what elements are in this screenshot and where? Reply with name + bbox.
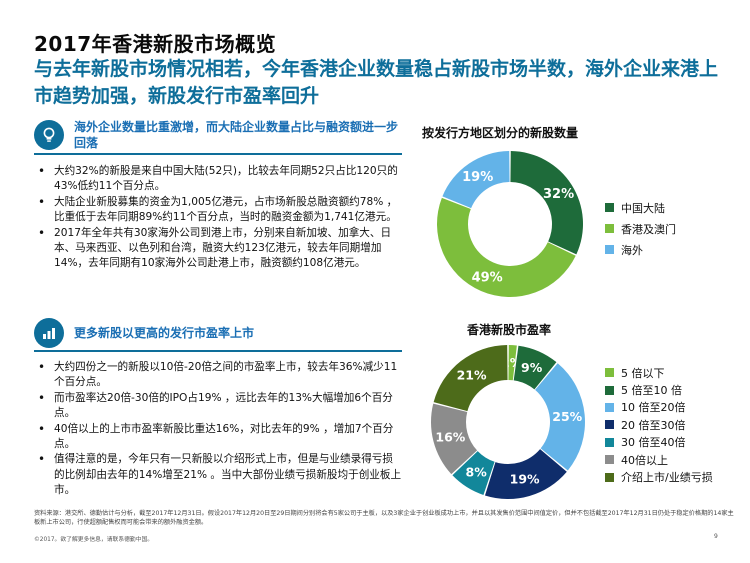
donut-slice xyxy=(510,151,583,255)
lightbulb-icon xyxy=(34,120,64,150)
legend-label: 香港及澳门 xyxy=(621,222,676,236)
list-item: 而市盈率达20倍-30倍的IPO占19% ，远比去年的13%大幅增加6个百分点。 xyxy=(34,391,402,422)
list-item: 大约32%的新股是来自中国大陆(52只)，比较去年同期52只占比120只的43%… xyxy=(34,164,402,195)
bar-chart-icon xyxy=(34,318,64,348)
list-item: 40倍以上的上市市盈率新股比重达16%，对比去年的9% ，增加7个百分点。 xyxy=(34,422,402,453)
donut-slice xyxy=(535,363,585,471)
legend-item: 10 倍至20倍 xyxy=(605,399,713,416)
legend-swatch xyxy=(605,368,614,378)
legend-swatch xyxy=(605,224,614,233)
legend-item: 介绍上市/业绩亏损 xyxy=(605,468,713,485)
section2-heading: 更多新股以更高的发行市盈率上市 xyxy=(74,326,255,340)
chart2-donut: 2%9%25%19%8%16%21% xyxy=(431,345,585,499)
page-number: 9 xyxy=(714,533,718,540)
donut-slice xyxy=(513,345,557,390)
list-item: 值得注意的是，今年只有一只新股以介绍形式上市，但是与业绩录得亏损的比例却由去年的… xyxy=(34,452,402,498)
copyright-note: ©2017。欲了解更多信息，请联系德勤中国。 xyxy=(34,537,154,543)
source-note: 资料来源：港交所、德勤估计与分析，截至2017年12月31日。假设2017年12… xyxy=(34,510,734,526)
legend-swatch xyxy=(605,437,614,447)
legend-item: 中国大陆 xyxy=(605,197,676,218)
section2-bullet-list: 大约四份之一的新股以10倍-20倍之间的市盈率上市，较去年36%减少11个百分点… xyxy=(34,360,402,499)
data-label: 8% xyxy=(466,465,488,480)
section2-header: 更多新股以更高的发行市盈率上市 xyxy=(34,316,402,350)
list-item: 大陆企业新股募集的资金为1,005亿港元，占市场新股总融资额约78% ，比重低于… xyxy=(34,195,402,226)
chart1-donut: 32% 49% 19% xyxy=(437,151,583,297)
legend-item: 香港及澳门 xyxy=(605,218,676,239)
data-label: 16% xyxy=(435,429,465,444)
data-label: 21% xyxy=(457,367,487,382)
data-label: 9% xyxy=(521,360,543,375)
legend-swatch xyxy=(605,455,614,465)
legend-label: 40倍以上 xyxy=(621,453,668,467)
legend-item: 5 倍以下 xyxy=(605,364,713,381)
legend-swatch xyxy=(605,245,614,254)
data-label: 19% xyxy=(510,472,540,487)
legend-label: 5 倍以下 xyxy=(621,366,665,380)
donut-slice xyxy=(508,345,517,381)
legend-item: 5 倍至10 倍 xyxy=(605,381,713,398)
legend-label: 介绍上市/业绩亏损 xyxy=(621,471,713,485)
page-title: 2017年香港新股市场概览 xyxy=(34,32,277,56)
donut-slice xyxy=(452,451,495,495)
legend-item: 20 倍至30倍 xyxy=(605,416,713,433)
section1-bullet-list: 大约32%的新股是来自中国大陆(52只)，比较去年同期52只占比120只的43%… xyxy=(34,164,402,272)
list-item: 大约四份之一的新股以10倍-20倍之间的市盈率上市，较去年36%减少11个百分点… xyxy=(34,360,402,391)
list-item: 2017年全年共有30家海外公司到港上市，分别来自新加坡、加拿大、日本、马来西亚… xyxy=(34,226,402,272)
legend-swatch xyxy=(605,420,614,430)
section2-divider xyxy=(34,350,402,352)
section1-header: 海外企业数量比重激增，而大陆企业数量占比与融资额进一步回落 xyxy=(34,118,402,152)
donut-slice xyxy=(433,345,508,412)
page-subtitle: 与去年新股市场情况相若，今年香港企业数量稳占新股市场半数，海外企业来港上市趋势加… xyxy=(34,58,719,107)
chart1-title: 按发行方地区划分的新股数量 xyxy=(422,126,579,140)
data-label: 32% xyxy=(543,187,574,202)
legend-label: 海外 xyxy=(621,243,643,257)
legend-swatch xyxy=(605,385,614,395)
chart2-title: 香港新股市盈率 xyxy=(467,323,552,337)
donut-slice xyxy=(437,197,576,297)
donut-slice xyxy=(484,449,567,499)
legend-label: 30 倍至40倍 xyxy=(621,436,686,450)
legend-swatch xyxy=(605,203,614,212)
data-label: 49% xyxy=(472,270,503,285)
legend-label: 5 倍至10 倍 xyxy=(621,384,682,398)
data-label: 19% xyxy=(462,170,493,185)
section1-heading: 海外企业数量比重激增，而大陆企业数量占比与融资额进一步回落 xyxy=(74,120,399,150)
legend-label: 中国大陆 xyxy=(621,201,665,215)
data-label: 25% xyxy=(552,409,582,424)
chart2-legend: 5 倍以下 5 倍至10 倍 10 倍至20倍 20 倍至30倍 30 倍至40倍 40倍… xyxy=(605,364,713,486)
legend-label: 20 倍至30倍 xyxy=(621,418,686,432)
donut-slice xyxy=(442,151,510,209)
legend-swatch xyxy=(605,472,614,482)
legend-item: 海外 xyxy=(605,239,676,260)
legend-item: 30 倍至40倍 xyxy=(605,434,713,451)
legend-item: 40倍以上 xyxy=(605,451,713,468)
donut-slice xyxy=(431,403,478,475)
legend-swatch xyxy=(605,402,614,412)
chart1-legend: 中国大陆香港及澳门海外 xyxy=(605,197,676,260)
section1-divider xyxy=(34,153,402,155)
legend-label: 10 倍至20倍 xyxy=(621,401,686,415)
